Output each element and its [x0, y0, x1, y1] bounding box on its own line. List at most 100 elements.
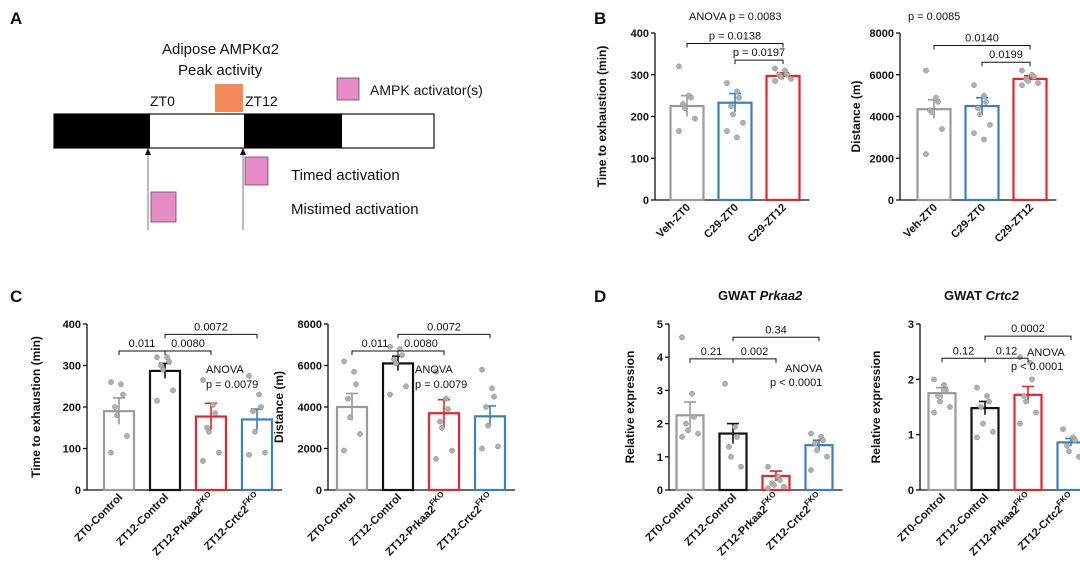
- y-tick-label: 2000: [870, 153, 894, 165]
- data-point: [433, 368, 439, 375]
- comparison-p-value: 0.12: [953, 345, 974, 357]
- data-point: [814, 447, 820, 454]
- data-point: [210, 402, 216, 408]
- comparison-bracket: [397, 350, 445, 355]
- x-category-text: C29-ZT12: [993, 202, 1037, 246]
- x-category-text: ZT12-Crtc2: [435, 504, 484, 553]
- data-point: [676, 63, 682, 70]
- y-tick-label: 0: [908, 485, 914, 497]
- data-point: [740, 119, 746, 126]
- x-category-text: Veh-ZT0: [654, 202, 693, 241]
- data-point: [824, 453, 830, 460]
- comparison-p-value: 0.0080: [404, 338, 438, 350]
- data-point: [784, 71, 790, 78]
- data-point: [738, 463, 744, 470]
- data-point: [923, 151, 929, 157]
- data-point: [1019, 67, 1025, 74]
- data-point: [1066, 448, 1072, 455]
- data-point: [252, 429, 258, 435]
- chart-title: GWAT Crtc2: [944, 288, 1020, 303]
- x-category-text: ZT12-Crtc2: [202, 504, 251, 553]
- data-point: [688, 94, 694, 101]
- data-point: [682, 105, 688, 112]
- anova-annotation: ANOVA: [785, 363, 823, 375]
- comparison-bracket: [164, 350, 212, 355]
- data-point: [1029, 376, 1035, 383]
- data-point: [692, 115, 698, 122]
- data-point: [695, 430, 701, 437]
- comparison-p-value: p = 0.0197: [733, 47, 785, 59]
- data-point: [974, 434, 980, 441]
- comparison-p-value: 0.0080: [171, 338, 205, 350]
- data-point: [987, 122, 993, 128]
- data-point: [734, 434, 740, 440]
- data-point: [393, 360, 399, 367]
- data-point: [491, 393, 497, 400]
- data-point: [246, 451, 252, 458]
- data-point: [246, 373, 252, 379]
- data-point: [347, 414, 353, 421]
- comparison-bracket: [941, 357, 986, 363]
- comparison-p-value: 0.011: [362, 338, 389, 350]
- data-point: [439, 424, 445, 431]
- data-point: [722, 380, 728, 387]
- comparison-bracket: [984, 335, 1072, 341]
- data-point: [351, 368, 357, 375]
- data-point: [937, 398, 943, 405]
- data-point: [124, 433, 130, 439]
- comparison-bracket: [686, 42, 784, 48]
- data-point: [730, 111, 736, 118]
- data-point: [983, 99, 989, 105]
- zt0-label: ZT0: [150, 93, 175, 109]
- peak-activity-box: [215, 84, 243, 112]
- data-point: [689, 390, 695, 397]
- data-point: [1017, 420, 1023, 427]
- data-point: [732, 424, 738, 430]
- data-point: [341, 358, 347, 365]
- data-point: [1064, 442, 1070, 449]
- y-tick-label: 200: [631, 112, 649, 124]
- comparison-p-value: 0.002: [741, 346, 769, 358]
- data-point: [256, 391, 262, 398]
- data-point: [345, 395, 351, 402]
- data-point: [765, 463, 771, 470]
- bar: [669, 104, 705, 202]
- data-point: [437, 418, 443, 425]
- data-point: [726, 443, 732, 450]
- y-axis-label: Distance (m): [849, 80, 863, 152]
- y-tick-label: 8000: [870, 28, 894, 40]
- data-point: [986, 398, 992, 405]
- mistimed-activation-label: Mistimed activation: [291, 201, 419, 218]
- y-tick-label: 8000: [298, 319, 322, 331]
- y-axis-label: Time to exhaustion (min): [29, 336, 43, 478]
- data-point: [820, 437, 826, 444]
- y-axis-label: Relative expression: [623, 351, 637, 464]
- data-point: [212, 410, 218, 417]
- x-category-superscript: FKO: [428, 490, 446, 508]
- panel-a-letter: A: [10, 9, 22, 28]
- bar: [1013, 393, 1043, 492]
- comparison-p-value: 0.12: [996, 345, 1017, 357]
- x-category-text: C29-ZT0: [949, 202, 988, 241]
- data-point: [200, 377, 206, 383]
- data-point: [1076, 453, 1080, 460]
- data-point: [771, 482, 777, 488]
- y-tick-label: 0: [75, 485, 81, 497]
- data-point: [485, 422, 491, 429]
- x-category-superscript: FKO: [1012, 490, 1030, 508]
- x-category-superscript: FKO: [195, 490, 213, 508]
- chart-title: GWAT Prkaa2: [718, 288, 803, 303]
- y-tick-label: 100: [63, 444, 81, 456]
- bar: [381, 362, 415, 492]
- y-tick-label: 0: [643, 195, 649, 207]
- bar: [916, 108, 952, 202]
- data-point: [808, 467, 814, 473]
- data-point: [1017, 354, 1023, 361]
- y-tick-label: 2000: [298, 444, 322, 456]
- comparison-p-value: 0.34: [765, 324, 786, 336]
- data-point: [935, 393, 941, 399]
- y-tick-label: 400: [63, 319, 81, 331]
- data-point: [1025, 78, 1031, 84]
